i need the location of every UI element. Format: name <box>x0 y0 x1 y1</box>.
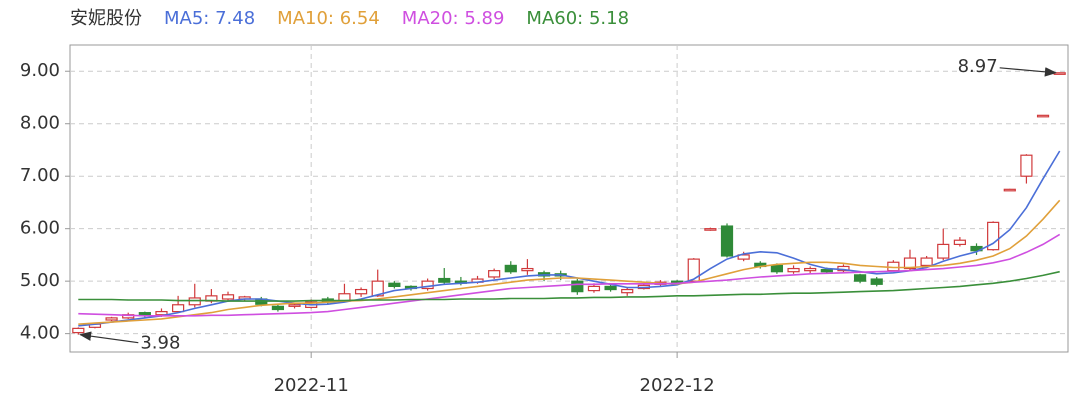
annotation-arrow <box>999 67 1057 77</box>
legend-entry: MA60: 5.18 <box>526 8 629 29</box>
candle-body <box>887 261 900 272</box>
candle-body <box>720 225 734 257</box>
candle-body <box>820 269 833 273</box>
candle-body <box>804 267 817 272</box>
candle-body <box>787 267 800 273</box>
annotation-label: 3.98 <box>140 333 180 354</box>
candle-body <box>155 310 168 316</box>
candle-body <box>571 280 584 293</box>
candle-body <box>770 264 784 273</box>
candle-body <box>371 280 384 297</box>
candle-body <box>438 277 451 283</box>
candle-body <box>953 239 966 246</box>
candle-body <box>704 228 717 231</box>
candle-body <box>1053 72 1066 75</box>
candle-body <box>870 278 883 285</box>
candle-body <box>354 288 368 295</box>
candle-body <box>72 327 85 334</box>
candle-body <box>937 243 950 259</box>
candle-body <box>621 288 634 294</box>
candle-body <box>920 257 933 267</box>
ma-line <box>78 150 1061 327</box>
candle-body <box>488 270 501 278</box>
ma-line <box>78 233 1061 317</box>
candle-body <box>421 280 434 290</box>
candle-body <box>987 221 1000 251</box>
x-tick-label: 2022-12 <box>640 375 715 396</box>
candle-body <box>388 282 401 288</box>
chart-title: 安妮股份 <box>70 8 142 29</box>
plot-frame <box>69 44 1069 353</box>
y-tick-label: 6.00 <box>20 218 60 239</box>
legend-entry: MA10: 6.54 <box>277 8 380 29</box>
candle-body <box>587 285 601 292</box>
annotation-arrow <box>79 331 139 344</box>
candle-body <box>521 267 534 272</box>
candle-body <box>172 304 185 313</box>
candle-body <box>903 257 917 270</box>
candle-body <box>1020 154 1033 177</box>
candle-body <box>604 285 617 291</box>
y-tick-label: 5.00 <box>20 270 60 291</box>
y-tick-label: 9.00 <box>20 60 60 81</box>
ma-line <box>78 270 1060 302</box>
candle-body <box>271 305 285 311</box>
candle-body <box>737 254 750 260</box>
candle-body <box>1036 114 1050 118</box>
candle-body <box>687 258 700 282</box>
x-tick-label: 2022-11 <box>274 375 349 396</box>
candle-body <box>221 294 235 300</box>
y-tick-label: 8.00 <box>20 113 60 134</box>
y-tick-label: 7.00 <box>20 165 60 186</box>
candle-body <box>288 304 301 307</box>
candle-body <box>105 317 118 321</box>
ma-line <box>78 199 1061 325</box>
candle-body <box>853 274 867 282</box>
legend-entry: MA5: 7.48 <box>164 8 255 29</box>
y-tick-label: 4.00 <box>20 323 60 344</box>
legend-entry: MA20: 5.89 <box>402 8 505 29</box>
annotation-label: 8.97 <box>958 56 998 77</box>
candle-body <box>504 264 517 273</box>
candle-body <box>1003 188 1016 192</box>
